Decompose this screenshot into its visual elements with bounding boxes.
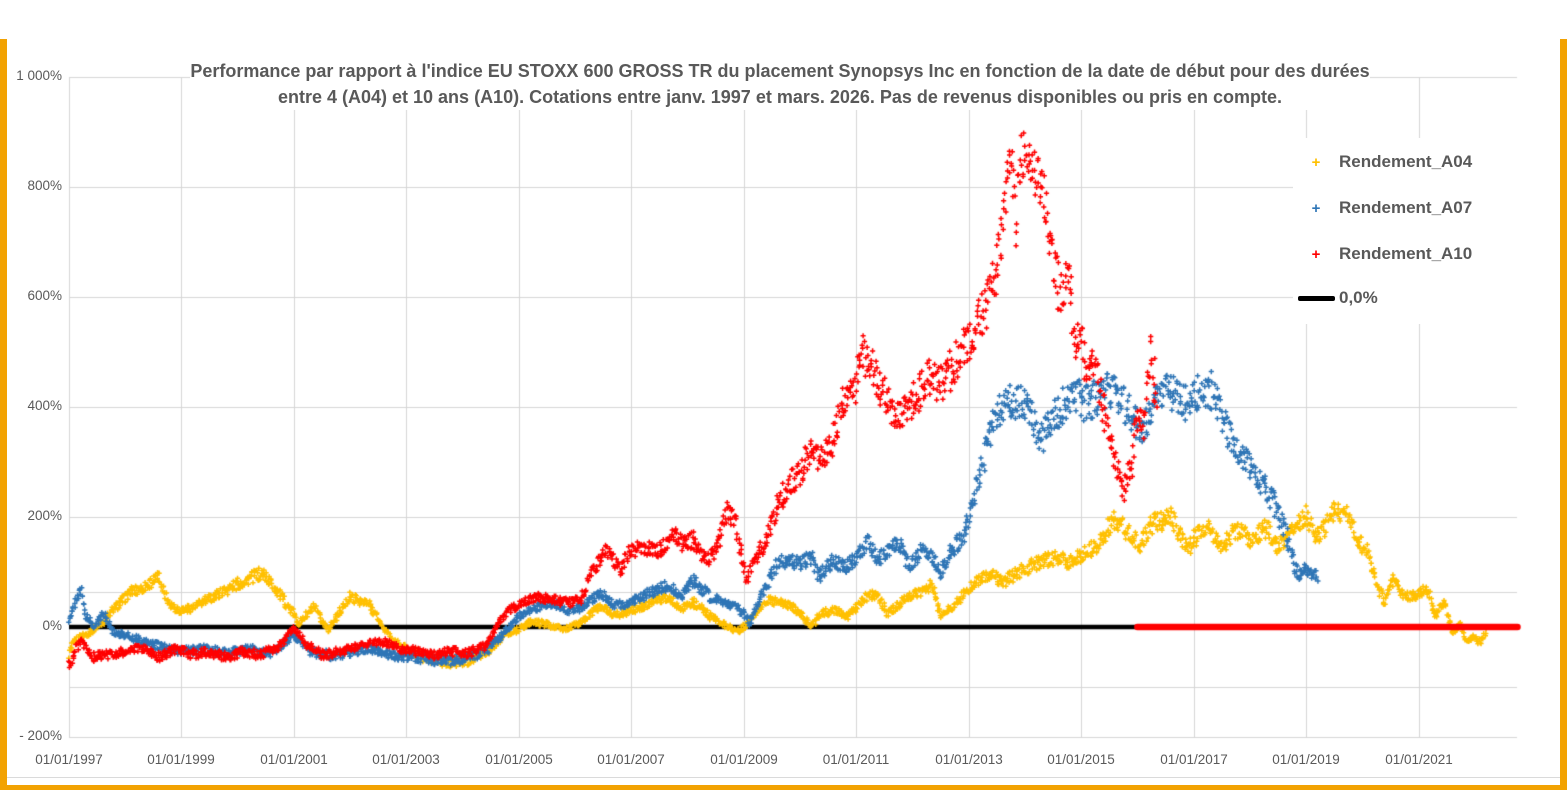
x-tick-2021: 01/01/2021 xyxy=(1385,752,1453,767)
x-tick-2007: 01/01/2007 xyxy=(597,752,665,767)
chart-legend: + Rendement_A04 + Rendement_A07 + Rendem… xyxy=(1293,138,1547,324)
page-bottom-border xyxy=(0,785,1567,790)
y-tick-200: 200% xyxy=(27,508,62,523)
legend-item-rendement-a04: + Rendement_A04 xyxy=(1293,150,1547,174)
y-tick-neg200: - 200% xyxy=(19,728,62,743)
legend-label-a04: Rendement_A04 xyxy=(1339,152,1473,171)
legend-label-a10: Rendement_A10 xyxy=(1339,244,1473,263)
x-tick-2001: 01/01/2001 xyxy=(260,752,328,767)
legend-item-rendement-a10: + Rendement_A10 xyxy=(1293,242,1547,266)
legend-label-zero: 0,0% xyxy=(1339,288,1378,307)
x-tick-2009: 01/01/2009 xyxy=(710,752,778,767)
legend-item-rendement-a07: + Rendement_A07 xyxy=(1293,196,1547,220)
legend-item-zero-line: 0,0% xyxy=(1293,286,1547,310)
x-tick-2003: 01/01/2003 xyxy=(372,752,440,767)
x-tick-1997: 01/01/1997 xyxy=(35,752,103,767)
chart-title: Performance par rapport à l'indice EU ST… xyxy=(190,58,1370,110)
legend-label-a07: Rendement_A07 xyxy=(1339,198,1473,217)
chart-bottom-divider xyxy=(7,777,1560,778)
y-tick-800: 800% xyxy=(27,178,62,193)
y-tick-1000: 1 000% xyxy=(16,68,62,83)
x-tick-2005: 01/01/2005 xyxy=(485,752,553,767)
plus-marker-icon-a10: + xyxy=(1311,245,1321,263)
x-tick-2017: 01/01/2017 xyxy=(1160,752,1228,767)
zero-line-marker-icon xyxy=(1298,295,1335,301)
x-tick-2011: 01/01/2011 xyxy=(822,752,890,767)
chart-title-line-2: entre 4 (A04) et 10 ans (A10). Cotations… xyxy=(277,87,1283,107)
x-tick-2015: 01/01/2015 xyxy=(1047,752,1115,767)
page-left-border xyxy=(0,39,7,790)
y-tick-0: 0% xyxy=(42,618,62,633)
x-tick-2013: 01/01/2013 xyxy=(935,752,1003,767)
x-tick-2019: 01/01/2019 xyxy=(1272,752,1340,767)
chart-title-line-1: Performance par rapport à l'indice EU ST… xyxy=(190,61,1370,81)
plus-marker-icon-a07: + xyxy=(1311,199,1321,217)
plus-marker-icon-a04: + xyxy=(1311,153,1321,171)
y-tick-400: 400% xyxy=(27,398,62,413)
page-right-border xyxy=(1560,39,1567,790)
x-tick-1999: 01/01/1999 xyxy=(147,752,215,767)
y-tick-600: 600% xyxy=(27,288,62,303)
